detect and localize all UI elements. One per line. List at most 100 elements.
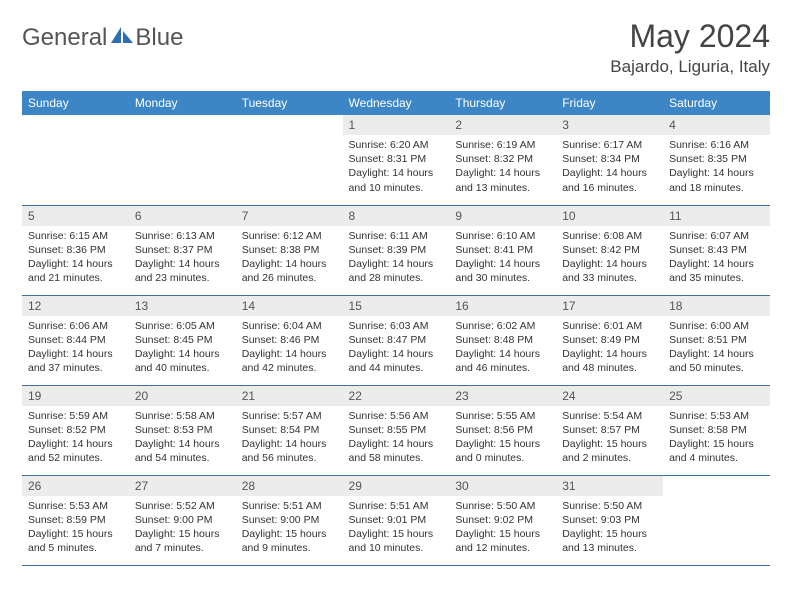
sunset-text: Sunset: 8:52 PM bbox=[28, 423, 123, 437]
calendar-day-cell: 25Sunrise: 5:53 AMSunset: 8:58 PMDayligh… bbox=[663, 385, 770, 475]
sunset-text: Sunset: 8:49 PM bbox=[562, 333, 657, 347]
day-number: 9 bbox=[449, 206, 556, 226]
calendar-day-cell: 7Sunrise: 6:12 AMSunset: 8:38 PMDaylight… bbox=[236, 205, 343, 295]
sunset-text: Sunset: 8:44 PM bbox=[28, 333, 123, 347]
daylight-text: Daylight: 14 hours and 13 minutes. bbox=[455, 166, 550, 194]
day-body: Sunrise: 6:05 AMSunset: 8:45 PMDaylight:… bbox=[129, 316, 236, 382]
calendar-day-cell bbox=[129, 115, 236, 205]
daylight-text: Daylight: 14 hours and 30 minutes. bbox=[455, 257, 550, 285]
daylight-text: Daylight: 14 hours and 46 minutes. bbox=[455, 347, 550, 375]
day-number: 31 bbox=[556, 476, 663, 496]
calendar-week-row: 5Sunrise: 6:15 AMSunset: 8:36 PMDaylight… bbox=[22, 205, 770, 295]
day-number: 7 bbox=[236, 206, 343, 226]
calendar-day-cell: 8Sunrise: 6:11 AMSunset: 8:39 PMDaylight… bbox=[343, 205, 450, 295]
daylight-text: Daylight: 14 hours and 26 minutes. bbox=[242, 257, 337, 285]
sunset-text: Sunset: 9:01 PM bbox=[349, 513, 444, 527]
daylight-text: Daylight: 14 hours and 16 minutes. bbox=[562, 166, 657, 194]
sails-icon bbox=[109, 24, 135, 52]
day-number: 26 bbox=[22, 476, 129, 496]
day-number bbox=[236, 115, 343, 121]
sunrise-text: Sunrise: 5:51 AM bbox=[349, 499, 444, 513]
day-number: 4 bbox=[663, 115, 770, 135]
day-number: 28 bbox=[236, 476, 343, 496]
sunrise-text: Sunrise: 6:16 AM bbox=[669, 138, 764, 152]
daylight-text: Daylight: 15 hours and 10 minutes. bbox=[349, 527, 444, 555]
day-number: 27 bbox=[129, 476, 236, 496]
daylight-text: Daylight: 14 hours and 40 minutes. bbox=[135, 347, 230, 375]
day-number: 1 bbox=[343, 115, 450, 135]
brand-logo: General Blue bbox=[22, 18, 183, 52]
sunset-text: Sunset: 8:43 PM bbox=[669, 243, 764, 257]
calendar-week-row: 26Sunrise: 5:53 AMSunset: 8:59 PMDayligh… bbox=[22, 475, 770, 565]
day-number: 15 bbox=[343, 296, 450, 316]
daylight-text: Daylight: 14 hours and 50 minutes. bbox=[669, 347, 764, 375]
calendar-table: Sunday Monday Tuesday Wednesday Thursday… bbox=[22, 91, 770, 566]
day-number: 24 bbox=[556, 386, 663, 406]
sunrise-text: Sunrise: 6:05 AM bbox=[135, 319, 230, 333]
weekday-header: Tuesday bbox=[236, 91, 343, 115]
daylight-text: Daylight: 14 hours and 33 minutes. bbox=[562, 257, 657, 285]
sunset-text: Sunset: 8:48 PM bbox=[455, 333, 550, 347]
day-body: Sunrise: 5:51 AMSunset: 9:01 PMDaylight:… bbox=[343, 496, 450, 562]
day-number: 19 bbox=[22, 386, 129, 406]
daylight-text: Daylight: 14 hours and 44 minutes. bbox=[349, 347, 444, 375]
day-body: Sunrise: 6:12 AMSunset: 8:38 PMDaylight:… bbox=[236, 226, 343, 292]
sunset-text: Sunset: 8:57 PM bbox=[562, 423, 657, 437]
calendar-day-cell: 27Sunrise: 5:52 AMSunset: 9:00 PMDayligh… bbox=[129, 475, 236, 565]
daylight-text: Daylight: 15 hours and 0 minutes. bbox=[455, 437, 550, 465]
weekday-header: Thursday bbox=[449, 91, 556, 115]
daylight-text: Daylight: 14 hours and 23 minutes. bbox=[135, 257, 230, 285]
day-body: Sunrise: 6:08 AMSunset: 8:42 PMDaylight:… bbox=[556, 226, 663, 292]
day-body: Sunrise: 5:56 AMSunset: 8:55 PMDaylight:… bbox=[343, 406, 450, 472]
sunset-text: Sunset: 9:02 PM bbox=[455, 513, 550, 527]
day-number bbox=[663, 476, 770, 482]
sunrise-text: Sunrise: 6:11 AM bbox=[349, 229, 444, 243]
day-body: Sunrise: 5:55 AMSunset: 8:56 PMDaylight:… bbox=[449, 406, 556, 472]
daylight-text: Daylight: 15 hours and 5 minutes. bbox=[28, 527, 123, 555]
sunrise-text: Sunrise: 6:10 AM bbox=[455, 229, 550, 243]
daylight-text: Daylight: 14 hours and 18 minutes. bbox=[669, 166, 764, 194]
sunrise-text: Sunrise: 5:53 AM bbox=[669, 409, 764, 423]
weekday-header: Wednesday bbox=[343, 91, 450, 115]
day-number: 30 bbox=[449, 476, 556, 496]
daylight-text: Daylight: 15 hours and 9 minutes. bbox=[242, 527, 337, 555]
sunset-text: Sunset: 8:42 PM bbox=[562, 243, 657, 257]
day-number: 6 bbox=[129, 206, 236, 226]
sunset-text: Sunset: 8:37 PM bbox=[135, 243, 230, 257]
daylight-text: Daylight: 15 hours and 12 minutes. bbox=[455, 527, 550, 555]
daylight-text: Daylight: 14 hours and 56 minutes. bbox=[242, 437, 337, 465]
daylight-text: Daylight: 14 hours and 48 minutes. bbox=[562, 347, 657, 375]
daylight-text: Daylight: 15 hours and 2 minutes. bbox=[562, 437, 657, 465]
sunrise-text: Sunrise: 6:02 AM bbox=[455, 319, 550, 333]
day-body: Sunrise: 5:57 AMSunset: 8:54 PMDaylight:… bbox=[236, 406, 343, 472]
page-header: General Blue May 2024 Bajardo, Liguria, … bbox=[22, 18, 770, 77]
sunrise-text: Sunrise: 6:13 AM bbox=[135, 229, 230, 243]
day-number: 25 bbox=[663, 386, 770, 406]
sunset-text: Sunset: 8:35 PM bbox=[669, 152, 764, 166]
day-number: 23 bbox=[449, 386, 556, 406]
calendar-week-row: 1Sunrise: 6:20 AMSunset: 8:31 PMDaylight… bbox=[22, 115, 770, 205]
day-body: Sunrise: 6:17 AMSunset: 8:34 PMDaylight:… bbox=[556, 135, 663, 201]
calendar-day-cell: 2Sunrise: 6:19 AMSunset: 8:32 PMDaylight… bbox=[449, 115, 556, 205]
sunrise-text: Sunrise: 6:00 AM bbox=[669, 319, 764, 333]
calendar-day-cell: 4 Sunrise: 6:16 AMSunset: 8:35 PMDaylight… bbox=[663, 115, 770, 205]
day-number: 20 bbox=[129, 386, 236, 406]
calendar-day-cell: 18Sunrise: 6:00 AMSunset: 8:51 PMDayligh… bbox=[663, 295, 770, 385]
sunrise-text: Sunrise: 6:15 AM bbox=[28, 229, 123, 243]
daylight-text: Daylight: 15 hours and 13 minutes. bbox=[562, 527, 657, 555]
calendar-day-cell: 16Sunrise: 6:02 AMSunset: 8:48 PMDayligh… bbox=[449, 295, 556, 385]
sunset-text: Sunset: 9:00 PM bbox=[135, 513, 230, 527]
day-body: Sunrise: 5:52 AMSunset: 9:00 PMDaylight:… bbox=[129, 496, 236, 562]
calendar-day-cell: 11Sunrise: 6:07 AMSunset: 8:43 PMDayligh… bbox=[663, 205, 770, 295]
day-body: Sunrise: 6:04 AMSunset: 8:46 PMDaylight:… bbox=[236, 316, 343, 382]
calendar-day-cell: 24Sunrise: 5:54 AMSunset: 8:57 PMDayligh… bbox=[556, 385, 663, 475]
day-body: Sunrise: 5:54 AMSunset: 8:57 PMDaylight:… bbox=[556, 406, 663, 472]
sunset-text: Sunset: 8:59 PM bbox=[28, 513, 123, 527]
day-body: Sunrise: 6:11 AMSunset: 8:39 PMDaylight:… bbox=[343, 226, 450, 292]
day-body: Sunrise: 6:02 AMSunset: 8:48 PMDaylight:… bbox=[449, 316, 556, 382]
day-number: 5 bbox=[22, 206, 129, 226]
sunset-text: Sunset: 8:34 PM bbox=[562, 152, 657, 166]
sunset-text: Sunset: 8:55 PM bbox=[349, 423, 444, 437]
daylight-text: Daylight: 14 hours and 28 minutes. bbox=[349, 257, 444, 285]
sunrise-text: Sunrise: 6:03 AM bbox=[349, 319, 444, 333]
